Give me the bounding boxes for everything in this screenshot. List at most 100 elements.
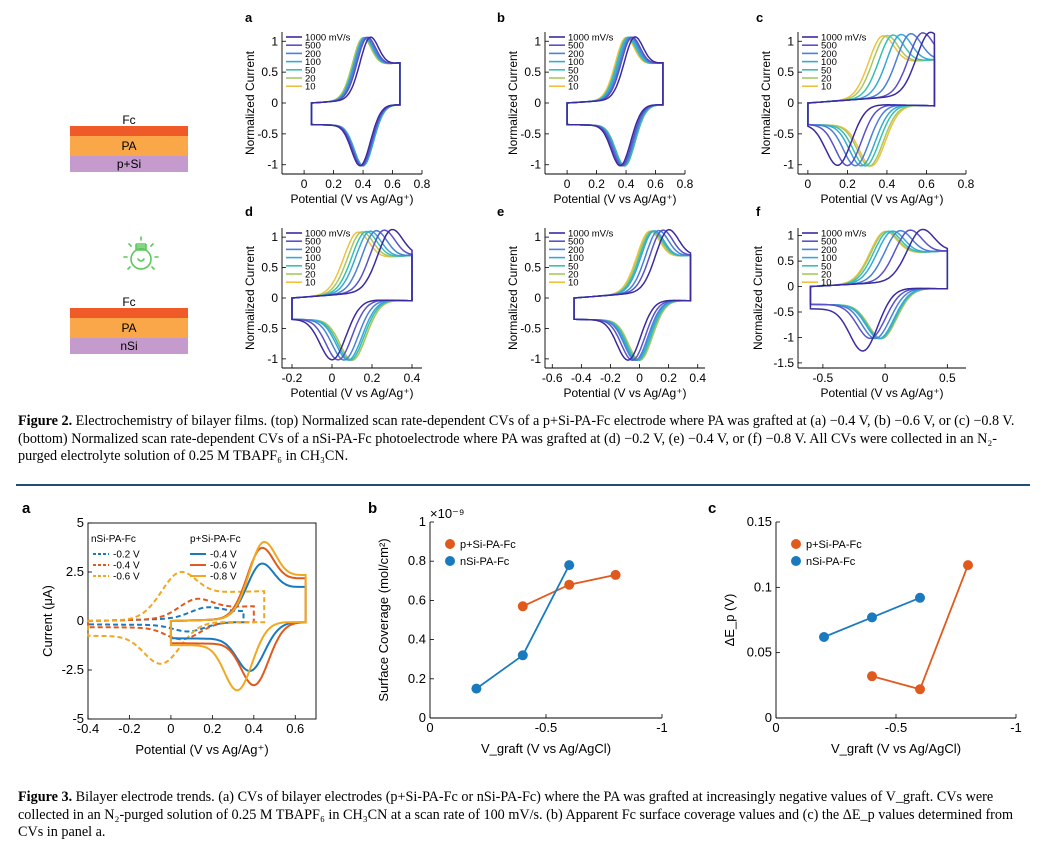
y-tick-label: 0.5	[524, 261, 541, 275]
layer-substrate: nSi	[70, 338, 188, 354]
chart-7: 0 -0.5 -1 0 0.2 0.4 0.6 0.8 1 b V_graft (V vs Ag/A…	[368, 500, 668, 756]
legend-label: 10	[821, 278, 832, 289]
legend-label: 50	[568, 261, 579, 272]
data-point	[471, 683, 482, 694]
y-tick-label: 0.5	[261, 65, 278, 79]
data-point	[915, 684, 925, 695]
series-line	[475, 564, 571, 690]
legend-label: 500	[568, 237, 584, 248]
legend-label: -0.2 V	[113, 550, 140, 561]
panel-letter: c	[708, 500, 716, 517]
legend-title: p+Si-PA-Fc	[190, 534, 241, 545]
cv-trace	[573, 230, 692, 362]
x-tick-label: 0.6	[286, 721, 304, 736]
legend-label: 20	[305, 270, 316, 281]
layer-fc	[70, 126, 188, 136]
x-axis-label: Potential (V vs Ag/Ag⁺)	[135, 742, 268, 757]
y-tick-label: 1	[419, 514, 426, 529]
y-tick-label: 0.15	[747, 514, 772, 529]
legend-label: 50	[305, 261, 316, 272]
y-tick-label: -0.5	[520, 127, 541, 141]
y-tick-label: -1	[267, 158, 278, 172]
y-tick-label: -1	[530, 352, 541, 366]
y-tick-label: 0.5	[524, 65, 541, 79]
cv-trace	[573, 230, 692, 362]
y-tick-label: 0	[534, 96, 541, 110]
y-tick-label: 5	[77, 515, 84, 530]
x-tick-label: -0.4	[77, 721, 99, 736]
legend-label: 1000 mV/s	[568, 229, 614, 240]
x-tick-label: 0.8	[958, 177, 975, 191]
legend-label: 200	[568, 245, 584, 256]
data-point	[610, 569, 621, 580]
chart-1: 0 0.2 0.4 0.6 0.8 -1 -0.5 0 0.5 1 b Potential (V vs…	[497, 10, 694, 206]
legend-label: 500	[305, 237, 321, 248]
legend-label: 100	[821, 253, 837, 264]
legend-label: 1000 mV/s	[821, 33, 867, 44]
legend-label: 200	[305, 49, 321, 60]
legend-label: 10	[568, 278, 579, 289]
x-axis-label: Potential (V vs Ag/Ag⁺)	[820, 192, 943, 206]
x-tick-label: 0.4	[355, 177, 372, 191]
cv-trace	[566, 36, 664, 167]
chart-8: 0 -0.5 -1 0 0.05 0.1 0.15 c V_graft (V vs Ag/AgC…	[708, 500, 1022, 756]
panel-letter: a	[245, 10, 253, 25]
y-tick-label: 0	[271, 291, 278, 305]
y-tick-label: 1	[271, 34, 278, 48]
layer-pa: PA	[70, 136, 188, 156]
legend-label: 100	[568, 253, 584, 264]
legend-label: 1000 mV/s	[568, 33, 614, 44]
cv-trace	[291, 228, 413, 361]
x-tick-label: 0.2	[660, 371, 677, 385]
figure-3-caption-text: Bilayer electrode trends. (a) CVs of bil…	[18, 789, 1014, 840]
y-tick-label: 0	[77, 613, 84, 628]
legend-label: 20	[568, 270, 579, 281]
x-tick-label: 0.2	[325, 177, 342, 191]
panel-letter: d	[245, 204, 253, 219]
y-tick-label: 1	[271, 230, 278, 244]
x-tick-label: -0.2	[282, 371, 303, 385]
y-tick-label: 1	[534, 34, 541, 48]
y-axis-label: Normalized Current	[243, 245, 257, 350]
cv-trace	[573, 229, 692, 361]
y-tick-label: 1	[787, 229, 794, 243]
y-axis-label: Normalized Current	[506, 245, 520, 350]
x-tick-label: -1	[656, 720, 668, 735]
x-tick-label: 0.8	[677, 177, 694, 191]
legend-label: 100	[305, 57, 321, 68]
data-point	[867, 671, 877, 682]
legend-label: 500	[305, 41, 321, 52]
legend-label: 50	[821, 261, 832, 272]
y-tick-label: 1	[787, 34, 794, 48]
series-line	[522, 574, 616, 608]
y-tick-label: 0.5	[777, 65, 794, 79]
x-tick-label: 0	[805, 177, 812, 191]
cv-trace	[87, 570, 266, 665]
legend-label: 100	[305, 253, 321, 264]
y-tick-label: -1	[783, 330, 794, 344]
legend-label: 50	[305, 65, 316, 76]
legend-label: -0.8 V	[210, 572, 237, 583]
y-tick-label: 0	[419, 710, 426, 725]
legend-label: -0.4 V	[113, 561, 140, 572]
legend-title: nSi-PA-Fc	[91, 534, 136, 545]
x-tick-label: 0	[882, 371, 889, 385]
y-tick-label: 0.8	[408, 553, 426, 568]
chart-2: 0 0.2 0.4 0.6 0.8 -1 -0.5 0 0.5 1 c Potential (V vs…	[756, 10, 975, 206]
data-point	[915, 592, 925, 603]
legend-label: 1000 mV/s	[821, 229, 867, 240]
panel-letter: c	[756, 10, 763, 25]
legend-label: p+Si-PA-Fc	[460, 539, 516, 551]
y-tick-label: 0	[271, 96, 278, 110]
legend-label: nSi-PA-Fc	[460, 556, 510, 568]
layer-stack-n-si: Fc PA nSi	[70, 296, 188, 354]
x-tick-label: 0.6	[918, 177, 935, 191]
x-tick-label: 0	[329, 371, 336, 385]
layer-fc	[70, 308, 188, 318]
x-tick-label: -0.2	[600, 371, 621, 385]
cv-trace	[310, 36, 401, 167]
x-tick-label: -0.2	[118, 721, 140, 736]
figure-2-caption: Figure 2. Electrochemistry of bilayer fi…	[18, 413, 1028, 466]
x-tick-label: -0.5	[535, 720, 557, 735]
x-tick-label: 0.6	[384, 177, 401, 191]
